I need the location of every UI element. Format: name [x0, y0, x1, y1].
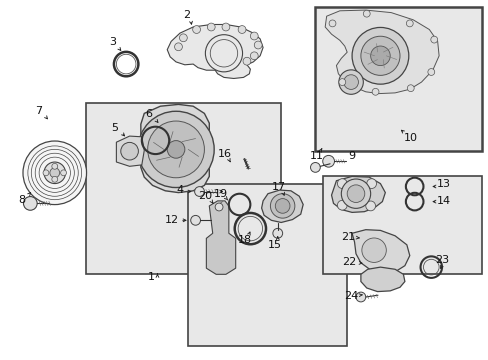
Circle shape — [427, 68, 434, 76]
Circle shape — [406, 20, 412, 27]
Text: 21: 21 — [341, 232, 354, 242]
Circle shape — [250, 52, 258, 60]
Text: 11: 11 — [309, 150, 323, 161]
Circle shape — [254, 41, 262, 49]
Circle shape — [52, 176, 58, 182]
Circle shape — [366, 179, 376, 189]
Circle shape — [363, 10, 369, 17]
Circle shape — [275, 199, 289, 213]
Circle shape — [310, 162, 320, 172]
Circle shape — [337, 200, 346, 210]
Text: 23: 23 — [435, 255, 448, 265]
Circle shape — [138, 111, 214, 188]
Text: 2: 2 — [183, 10, 190, 20]
Circle shape — [207, 23, 215, 31]
Circle shape — [337, 179, 346, 189]
Circle shape — [343, 75, 358, 89]
Circle shape — [243, 57, 250, 65]
Polygon shape — [167, 24, 263, 78]
Circle shape — [23, 197, 37, 210]
Text: 8: 8 — [19, 195, 25, 205]
Polygon shape — [116, 136, 144, 166]
Circle shape — [23, 141, 86, 204]
Circle shape — [270, 194, 294, 218]
Circle shape — [250, 32, 258, 40]
Text: 6: 6 — [145, 109, 152, 120]
Text: 13: 13 — [436, 179, 450, 189]
Circle shape — [121, 143, 138, 160]
Circle shape — [43, 170, 49, 176]
Bar — [322, 176, 481, 274]
Text: 15: 15 — [267, 240, 281, 250]
Circle shape — [365, 201, 375, 211]
Text: 20: 20 — [198, 191, 212, 201]
Circle shape — [52, 163, 58, 169]
Text: 1: 1 — [148, 272, 155, 282]
Text: 12: 12 — [165, 215, 179, 225]
Circle shape — [338, 70, 363, 94]
Circle shape — [215, 203, 223, 211]
Circle shape — [341, 179, 370, 208]
Circle shape — [407, 85, 413, 92]
Circle shape — [361, 238, 386, 262]
Text: 19: 19 — [214, 189, 227, 199]
Circle shape — [190, 215, 200, 225]
Circle shape — [338, 78, 345, 86]
Circle shape — [328, 20, 335, 27]
Text: 9: 9 — [348, 150, 355, 161]
Polygon shape — [261, 190, 303, 222]
Text: 7: 7 — [36, 106, 42, 116]
Circle shape — [179, 34, 187, 42]
Text: 17: 17 — [271, 182, 285, 192]
Circle shape — [192, 26, 200, 33]
Polygon shape — [331, 176, 385, 212]
Text: 14: 14 — [436, 196, 450, 206]
Circle shape — [322, 156, 334, 167]
Circle shape — [272, 228, 282, 238]
Circle shape — [167, 141, 184, 158]
Polygon shape — [360, 267, 404, 292]
Polygon shape — [141, 104, 209, 193]
Text: 18: 18 — [237, 235, 251, 246]
Polygon shape — [206, 201, 235, 274]
Circle shape — [194, 186, 204, 197]
Bar — [188, 184, 346, 346]
Circle shape — [147, 121, 204, 178]
Text: 3: 3 — [109, 37, 116, 48]
Circle shape — [50, 168, 60, 178]
Circle shape — [351, 27, 408, 84]
Circle shape — [44, 162, 65, 184]
Circle shape — [371, 88, 378, 95]
Text: 22: 22 — [342, 257, 356, 267]
Text: 24: 24 — [343, 291, 358, 301]
Circle shape — [355, 292, 365, 302]
Polygon shape — [325, 10, 438, 94]
Circle shape — [238, 26, 245, 33]
Circle shape — [370, 46, 389, 66]
Circle shape — [222, 23, 229, 31]
Circle shape — [174, 43, 182, 51]
Bar — [315, 7, 481, 151]
Text: 4: 4 — [176, 185, 183, 195]
Text: 5: 5 — [111, 123, 118, 133]
Circle shape — [61, 170, 66, 176]
Bar — [85, 103, 281, 274]
Text: 16: 16 — [218, 149, 231, 159]
Text: 10: 10 — [403, 132, 417, 143]
Circle shape — [430, 36, 437, 43]
Circle shape — [346, 185, 364, 202]
Polygon shape — [351, 230, 409, 274]
Circle shape — [360, 36, 399, 75]
